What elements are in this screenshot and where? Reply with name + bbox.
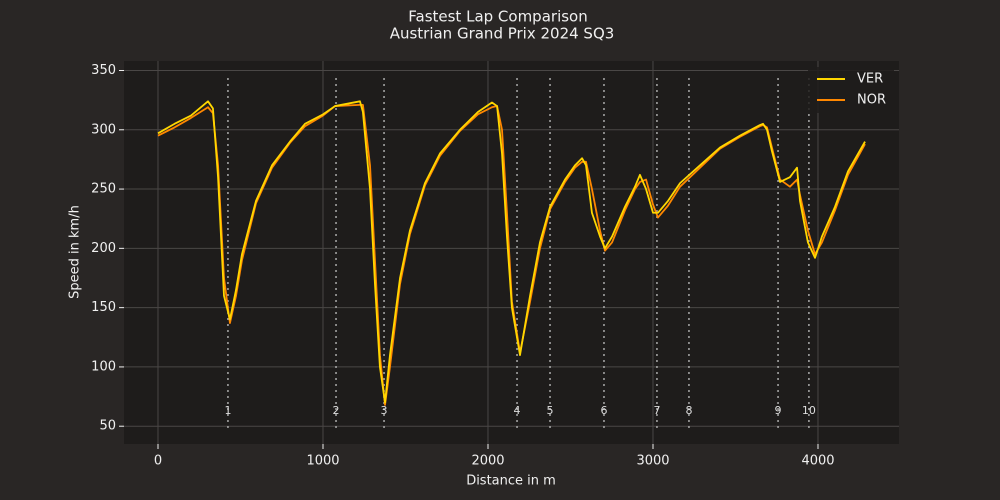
- x-tick-label: 1000: [306, 454, 339, 469]
- y-tick-label: 350: [91, 63, 116, 78]
- corner-label: 8: [685, 404, 692, 417]
- y-tick-label: 100: [91, 359, 116, 374]
- plot-area: [124, 61, 899, 444]
- corner-label: 4: [514, 404, 521, 417]
- legend-box: [808, 67, 894, 113]
- y-tick-label: 250: [91, 182, 116, 197]
- corner-label: 10: [802, 404, 816, 417]
- corner-label: 5: [547, 404, 554, 417]
- legend-label: VER: [857, 72, 883, 87]
- x-tick-label: 3000: [636, 454, 669, 469]
- x-tick-label: 2000: [471, 454, 504, 469]
- legend-label: NOR: [857, 93, 886, 108]
- y-tick-label: 50: [99, 419, 116, 434]
- y-tick-label: 300: [91, 122, 116, 137]
- corner-label: 3: [381, 404, 388, 417]
- chart-title: Fastest Lap Comparison: [408, 8, 587, 26]
- series-line: [157, 100, 866, 404]
- x-axis-label: Distance in m: [466, 474, 556, 489]
- corner-label: 2: [333, 404, 340, 417]
- x-tick-label: 4000: [801, 454, 834, 469]
- y-axis-label: Speed in km/h: [68, 205, 83, 299]
- corner-label: 6: [600, 404, 607, 417]
- corner-label: 1: [224, 404, 231, 417]
- y-tick-label: 150: [91, 300, 116, 315]
- y-tick-label: 200: [91, 241, 116, 256]
- corner-label: 9: [775, 404, 782, 417]
- corner-label: 7: [653, 404, 660, 417]
- x-tick-label: 0: [154, 454, 162, 469]
- chart-subtitle: Austrian Grand Prix 2024 SQ3: [390, 25, 615, 43]
